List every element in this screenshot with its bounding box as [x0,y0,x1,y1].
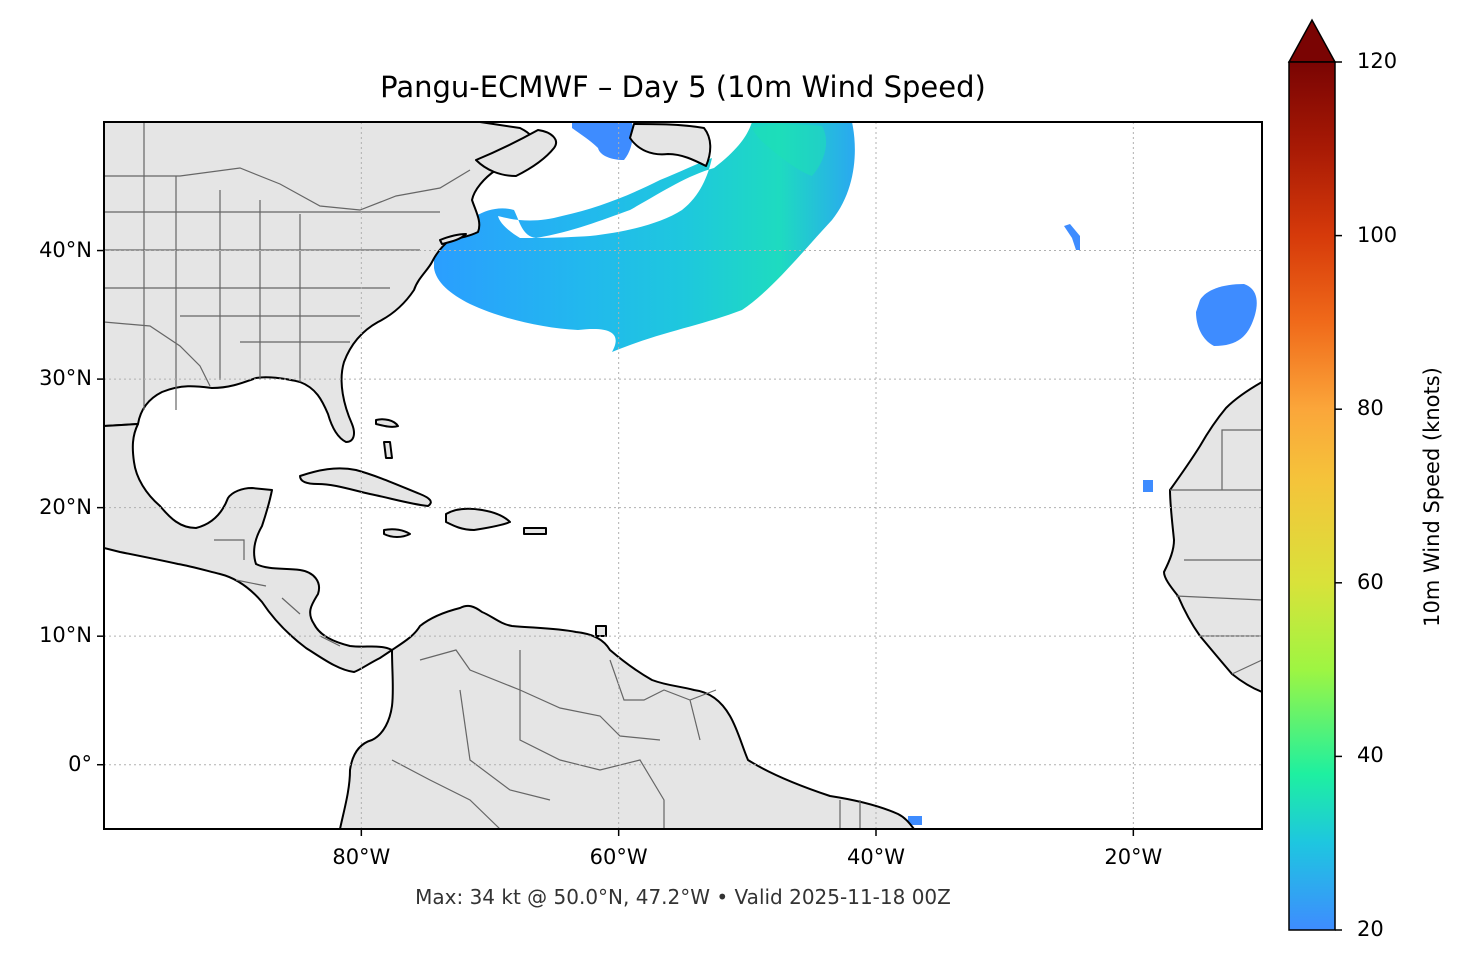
land-trinidad [595,625,607,637]
lat-label-30n: 30°N [39,366,92,391]
lat-tick-marks [97,249,104,766]
wind-patch-cabo-verde [1143,480,1153,492]
colorbar-tick-label-100: 100 [1357,222,1398,247]
border-south-america-c [459,659,717,801]
border-south-america-b [519,650,665,829]
wind-arc-core [752,124,827,176]
colorbar-tick-marks [1335,61,1342,931]
land-cuba [299,467,432,507]
border-us-canada [104,167,471,211]
lon-label-60w: 60°W [589,845,648,869]
wind-cap-gulf-st-lawrence [572,122,633,160]
lat-label-40n: 40°N [39,237,92,262]
wind-patch-central-atlantic [1064,224,1080,250]
map-title: Pangu-ECMWF – Day 5 (10m Wind Speed) [380,70,986,104]
colorbar-label: 10m Wind Speed (knots) [1420,367,1444,627]
land-mexico-central-america [104,423,393,673]
map-frame [103,121,1263,830]
colorbar [1287,18,1342,931]
border-us-mexico [104,321,211,387]
land-labrador [475,129,557,177]
land-long-island [439,233,467,245]
land-newfoundland [629,123,712,167]
colorbar-extend-triangle [1287,18,1337,63]
lon-tick-marks [360,829,1135,836]
land-north-america [104,122,536,443]
border-africa [1170,429,1262,675]
colorbar-tick-label-120: 120 [1357,49,1398,73]
colorbar-tick-label-60: 60 [1357,569,1384,594]
land-jamaica [383,528,411,538]
land-bahamas [375,418,399,428]
wind-patch-east-atlantic [1196,284,1257,346]
map-content [104,122,1262,829]
border-states-a [143,122,301,410]
lon-label-40w: 40°W [847,845,905,869]
footer-note: Max: 34 kt @ 50.0°N, 47.2°W • Valid 2025… [415,885,951,909]
border-south-america-d [391,759,861,829]
lat-label-10n: 10°N [39,623,92,648]
wind-arc-northwest-atlantic [434,122,855,352]
border-states-b [104,211,440,343]
lon-label-20w: 20°W [1104,845,1163,869]
lon-label-80w: 80°W [332,845,391,869]
lat-label-20n: 20°N [39,494,92,519]
wind-field [434,122,1257,825]
wind-patch-equatorial [908,816,922,825]
land-africa [1163,381,1262,693]
land-south-america [339,604,915,829]
land-puerto-rico [523,527,547,535]
colorbar-tick-label-80: 80 [1357,396,1384,421]
lat-label-equator: 0° [68,751,92,776]
land [104,122,1262,829]
land-hispaniola [445,507,511,531]
land-bahamas-south [383,441,393,459]
colorbar-tick-label-20: 20 [1357,917,1384,941]
borders [104,122,1262,829]
colorbar-tick-label-40: 40 [1357,743,1384,768]
colorbar-gradient [1288,61,1336,931]
border-south-america-a [419,649,661,741]
gridlines [104,122,1262,829]
border-central-america [214,539,341,647]
